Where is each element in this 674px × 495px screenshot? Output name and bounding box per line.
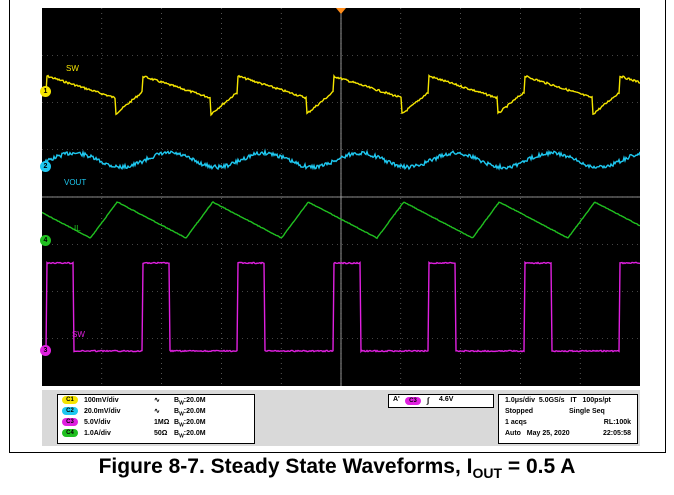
channel-marker-1[interactable]: 1 — [40, 86, 51, 97]
timebase-row-4: Auto May 25, 2020 22:05:58 — [505, 428, 631, 439]
channel-badge-2: C2 — [62, 407, 78, 416]
ch2-bw: BW:20.0M — [174, 408, 206, 418]
trigger-mode: A' — [393, 396, 400, 403]
channel-marker-3[interactable]: 3 — [40, 345, 51, 356]
trace-label-ch4: IL — [74, 224, 81, 233]
figure-caption: Figure 8-7. Steady State Waveforms, IOUT… — [98, 455, 576, 482]
ch2-coupling: ∿ — [154, 408, 160, 415]
waveform-ch3 — [42, 260, 640, 354]
ch1-scale: 100mV/div — [84, 397, 119, 404]
channel-row-1[interactable]: C1 100mV/div ∿ BW:20.0M — [62, 396, 206, 406]
timebase-row-2: Stopped Single Seq — [505, 406, 631, 417]
trace-label-ch3: SW — [72, 330, 85, 339]
ch1-bw: BW:20.0M — [174, 397, 206, 407]
ch4-scale: 1.0A/div — [84, 430, 111, 437]
waveform-ch2 — [42, 148, 640, 171]
channel-marker-4[interactable]: 4 — [40, 235, 51, 246]
capture-date: May 25, 2020 — [526, 430, 570, 437]
waveform-ch4 — [42, 201, 640, 240]
trigger-box[interactable]: A' C3 ∫ 4.6V — [388, 394, 494, 408]
channel-row-2[interactable]: C2 20.0mV/div ∿ BW:20.0M — [62, 407, 206, 417]
ch2-scale: 20.0mV/div — [84, 408, 121, 415]
ch4-bw: BW:20.0M — [174, 430, 206, 440]
timebase-row-3: 1 acqs RL:100k — [505, 417, 631, 428]
waveform-ch1 — [42, 73, 640, 117]
trigger-slope-icon: ∫ — [427, 396, 430, 405]
trace-label-ch2: VOUT — [64, 178, 87, 187]
timebase-box[interactable]: 1.0μs/div 5.0GS/s IT 100ps/pt Stopped Sin… — [498, 394, 638, 444]
trace-label-ch1: SW — [66, 64, 79, 73]
acq-seq: Single Seq — [569, 408, 605, 415]
waveform-canvas — [42, 8, 640, 386]
ch4-impedance: 50Ω — [154, 430, 168, 437]
channel-badge-4: C4 — [62, 429, 78, 438]
channel-settings-box: C1 100mV/div ∿ BW:20.0M C2 20.0mV/div ∿ … — [57, 394, 255, 444]
trigger-position-marker — [336, 8, 346, 14]
ch3-impedance: 1MΩ — [154, 419, 170, 426]
status-bar: C1 100mV/div ∿ BW:20.0M C2 20.0mV/div ∿ … — [42, 390, 640, 446]
trigger-auto: Auto — [505, 430, 521, 437]
channel-badge-1: C1 — [62, 396, 78, 405]
ch3-bw: BW:20.0M — [174, 419, 206, 429]
channel-row-3[interactable]: C3 5.0V/div 1MΩ BW:20.0M — [62, 418, 206, 428]
record-length: RL:100k — [603, 419, 631, 426]
acq-state: Stopped — [505, 408, 533, 415]
waveform-display — [42, 8, 640, 386]
timebase-row-1: 1.0μs/div 5.0GS/s IT 100ps/pt — [505, 397, 611, 404]
acq-count: 1 acqs — [505, 419, 527, 426]
channel-marker-2[interactable]: 2 — [40, 161, 51, 172]
trigger-level: 4.6V — [439, 396, 454, 403]
channel-row-4[interactable]: C4 1.0A/div 50Ω BW:20.0M — [62, 429, 206, 439]
ch3-scale: 5.0V/div — [84, 419, 111, 426]
ch1-coupling: ∿ — [154, 397, 160, 404]
trigger-source-badge: C3 — [405, 397, 421, 405]
capture-time: 22:05:58 — [602, 430, 631, 437]
channel-badge-3: C3 — [62, 418, 78, 427]
